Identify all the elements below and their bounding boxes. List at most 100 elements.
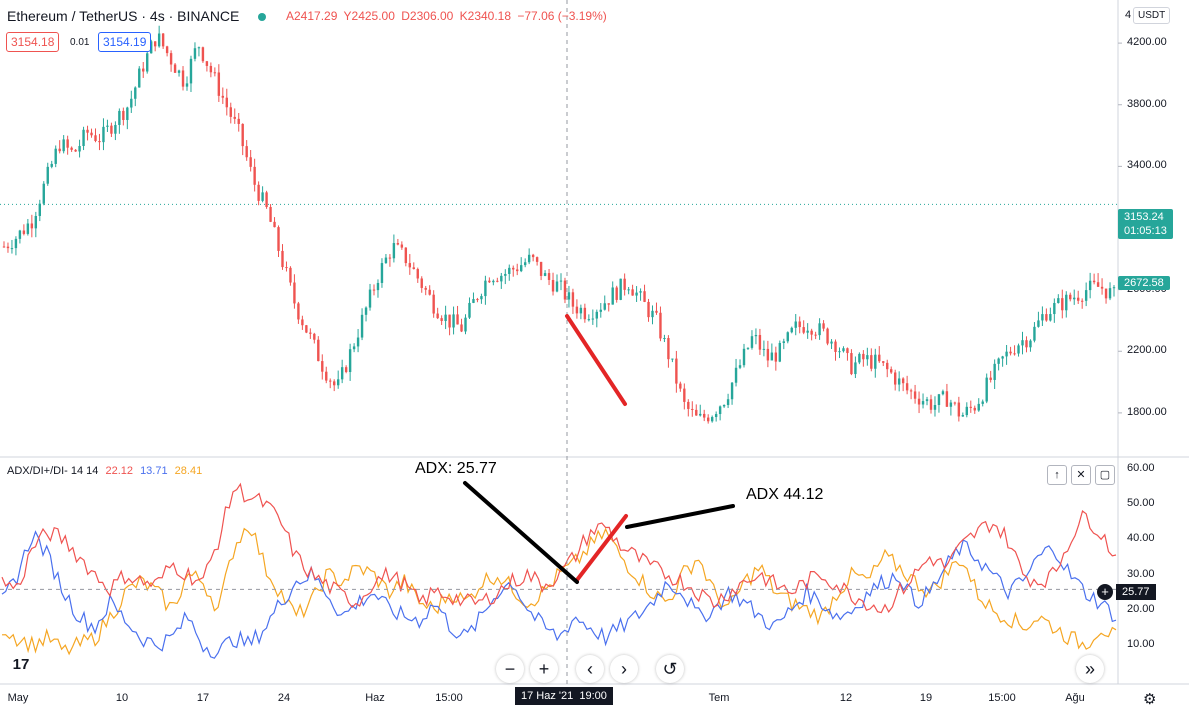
zoom-out-button[interactable]: − <box>496 655 524 683</box>
candle-body <box>205 61 209 66</box>
candle-body <box>675 358 678 384</box>
candle-body <box>993 363 996 380</box>
candle-body <box>464 317 467 332</box>
candle-body <box>277 227 280 251</box>
candle-body <box>913 391 917 399</box>
time-tick-label: May <box>7 692 29 704</box>
indicator-legend[interactable]: ADX/DI+/DI- 14 14 22.12 13.71 28.41 <box>7 465 202 477</box>
candle-body <box>38 203 41 216</box>
settings-icon[interactable]: ⚙ <box>1143 691 1157 708</box>
candle-body <box>130 98 133 108</box>
close-icon[interactable]: ✕ <box>1071 465 1091 485</box>
candle-body <box>217 72 221 96</box>
candle-body <box>1029 340 1032 348</box>
time-tick-label: 15:00 <box>988 692 1016 704</box>
candle-body <box>595 311 598 319</box>
candle-body <box>472 299 475 303</box>
candle-body <box>770 352 774 361</box>
candle-body <box>571 292 575 307</box>
candle-body <box>94 135 97 142</box>
move-up-icon[interactable]: ↑ <box>1047 465 1067 485</box>
time-cursor-label: 17 Haz '21 19:00 <box>515 687 613 705</box>
candle-body <box>444 314 447 321</box>
candle-body <box>1037 320 1040 327</box>
candle-body <box>456 314 459 325</box>
last-price-label: 3153.24 01:05:13 <box>1118 209 1173 239</box>
red-trend-line-price <box>565 314 627 406</box>
zoom-in-button[interactable]: + <box>530 655 558 683</box>
candle-body <box>86 129 89 133</box>
candle-body <box>333 381 336 386</box>
candle-body <box>193 48 197 59</box>
candle-body <box>683 388 686 402</box>
candle-body <box>66 139 69 148</box>
candle-body <box>695 409 698 416</box>
ohlc-close: K2340.18 <box>459 9 512 23</box>
buy-button[interactable]: 3154.19 <box>98 32 152 52</box>
candle-body <box>508 267 511 274</box>
candle-body <box>90 132 93 136</box>
candle-body <box>810 330 813 335</box>
reset-chart-button[interactable]: ↺ <box>656 655 684 683</box>
candle-body <box>114 124 117 134</box>
candle-body <box>710 417 714 422</box>
candle-body <box>539 261 543 276</box>
candle-body <box>933 404 937 410</box>
candle-body <box>484 280 487 297</box>
candle-body <box>535 257 539 262</box>
candle-body <box>496 280 499 282</box>
symbol-title[interactable]: Ethereum / TetherUS · 4s · BINANCE <box>7 8 240 24</box>
candle-body <box>58 148 61 152</box>
candle-body <box>281 250 284 268</box>
scroll-right-button[interactable]: › <box>610 655 638 683</box>
candle-body <box>432 294 435 314</box>
candle-body <box>1001 356 1004 359</box>
add-level-icon[interactable]: + <box>1097 584 1113 600</box>
candle-body <box>384 257 388 264</box>
candle-body <box>886 362 889 370</box>
scroll-to-realtime-button[interactable]: » <box>1076 655 1104 683</box>
candle-body <box>1088 280 1092 291</box>
candle-body <box>388 257 392 259</box>
candle-body <box>500 275 503 282</box>
tradingview-logo-icon[interactable]: 17 <box>6 654 36 676</box>
candle-body <box>750 336 754 348</box>
candle-body <box>257 184 260 201</box>
candle-body <box>941 391 945 395</box>
time-tick-label: 10 <box>115 692 129 704</box>
scroll-left-button[interactable]: ‹ <box>576 655 604 683</box>
candle-body <box>957 402 961 417</box>
annotation-adx-left: ADX: 25.77 <box>415 460 497 477</box>
candle-body <box>321 361 324 372</box>
candle-body <box>639 291 642 293</box>
candle-body <box>468 302 471 318</box>
sell-button[interactable]: 3154.18 <box>6 32 60 52</box>
currency-button[interactable]: USDT <box>1133 7 1171 24</box>
candle-body <box>400 244 404 248</box>
indicator-name: ADX/DI+/DI- 14 14 <box>7 465 99 477</box>
candle-body <box>921 401 925 405</box>
candle-body <box>221 95 225 98</box>
red-trend-line-adx <box>575 514 628 582</box>
candle-body <box>177 70 181 73</box>
candle-body <box>440 318 443 321</box>
indicator-tick-label: 10.00 <box>1127 637 1155 650</box>
candle-body <box>730 382 734 400</box>
maximize-icon[interactable]: ▢ <box>1095 465 1115 485</box>
candle-body <box>782 341 785 343</box>
candlestick-series <box>2 25 1116 424</box>
candle-body <box>774 352 778 362</box>
indicator-tick-label: 40.00 <box>1127 532 1155 545</box>
price-tick-label: 3800.00 <box>1127 97 1167 110</box>
candle-body <box>336 379 340 386</box>
candle-body <box>583 307 587 320</box>
candle-body <box>428 289 431 295</box>
candle-body <box>126 107 129 120</box>
candle-body <box>102 126 105 143</box>
candle-body <box>26 223 30 234</box>
candle-body <box>18 230 22 239</box>
candle-body <box>293 282 296 304</box>
candle-body <box>344 367 348 373</box>
candle-body <box>1009 351 1012 354</box>
